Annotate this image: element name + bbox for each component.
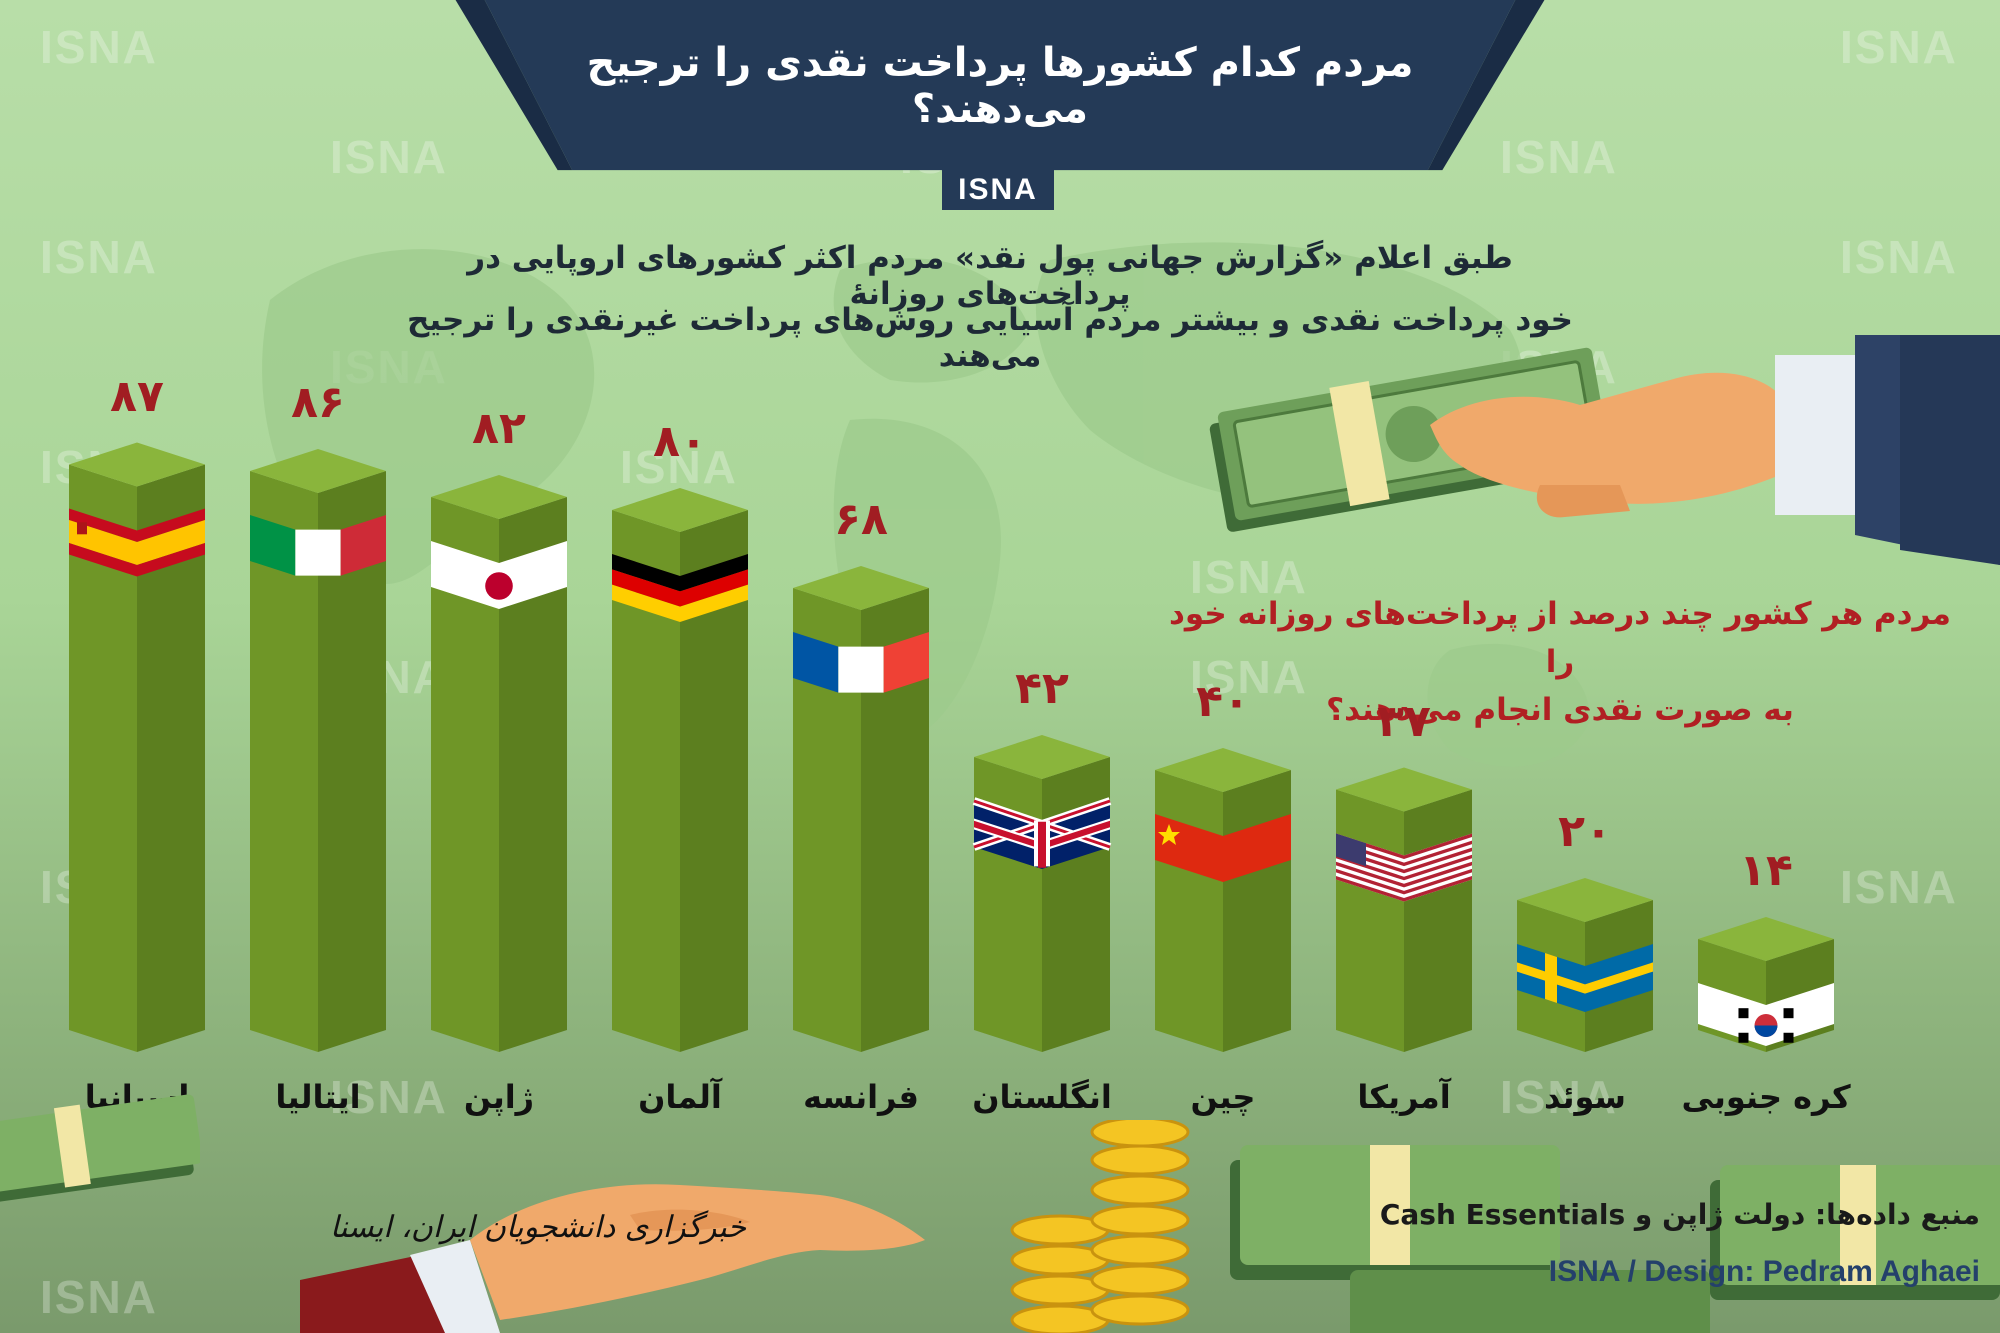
bar-9 — [1517, 878, 1653, 1052]
value-label: ۱۴ — [1739, 845, 1793, 896]
bar-top — [431, 475, 567, 519]
uk-flag — [972, 797, 1112, 869]
category-label: کره جنوبی — [1681, 1078, 1851, 1116]
isna-watermark: ISNA — [40, 21, 158, 73]
bar-side — [1223, 770, 1291, 1052]
bar-front — [612, 510, 680, 1052]
value-label: ۲۰ — [1558, 806, 1612, 857]
isna-watermark: ISNA — [1840, 231, 1958, 283]
bar-10 — [1698, 917, 1834, 1052]
agency-signature: خبرگزاری دانشجویان ایران، ایسنا — [330, 1210, 747, 1245]
isna-watermark: ISNA — [1500, 131, 1618, 183]
bar-top — [612, 488, 748, 532]
bar-2 — [250, 449, 386, 1052]
value-label: ۸۰ — [653, 416, 707, 467]
isna-watermark: ISNA — [1500, 1071, 1618, 1123]
value-label: ۴۰ — [1196, 676, 1250, 727]
sweden-flag — [1517, 944, 1653, 1012]
france-flag — [793, 632, 929, 693]
usa-flag — [1336, 833, 1472, 902]
isna-logo: ISNA — [942, 170, 1054, 210]
bar-front — [1336, 789, 1404, 1052]
design-credit: ISNA / Design: Pedram Aghaei — [1548, 1255, 1980, 1288]
category-label: آمریکا — [1357, 1078, 1451, 1116]
bar-top — [1336, 767, 1472, 812]
bar-side — [1404, 789, 1472, 1052]
bar-6 — [972, 735, 1112, 1052]
category-label: فرانسه — [803, 1078, 919, 1116]
value-label: ۳۷ — [1377, 695, 1431, 747]
bar-top — [69, 442, 205, 487]
question-line-2: به صورت نقدی انجام می‌دهند؟ — [1326, 692, 1794, 728]
bar-top — [793, 566, 929, 610]
value-label: ۸۶ — [291, 377, 345, 428]
isna-watermark: ISNA — [40, 1271, 158, 1323]
data-source: منبع داده‌ها: دولت ژاپن و Cash Essential… — [1379, 1198, 1980, 1231]
bar-side — [137, 464, 205, 1052]
bar-side — [499, 497, 567, 1052]
money-stacks-right — [1230, 1145, 2000, 1333]
category-label: آلمان — [638, 1078, 722, 1116]
italy-flag — [250, 515, 386, 576]
intro-line-1: طبق اعلام «گزارش جهانی پول نقد» مردم اکث… — [467, 240, 1513, 312]
bar-front — [793, 588, 861, 1052]
page-title: مردم کدام کشورها پرداخت نقدی را ترجیح می… — [586, 40, 1414, 132]
japan-flag — [431, 541, 567, 609]
isna-watermark: ISNA — [1190, 651, 1308, 703]
question-line-1: مردم هر کشور چند درصد از پرداخت‌های روزا… — [1169, 596, 1951, 680]
bar-side — [861, 588, 929, 1052]
money-stack-left — [0, 1094, 200, 1206]
isna-watermark: ISNA — [1840, 861, 1958, 913]
intro-line-2: خود پرداخت نقدی و بیشتر مردم آسیایی روش‌… — [406, 302, 1574, 374]
china-flag — [1155, 814, 1291, 882]
south-korea-flag — [1698, 983, 1834, 1046]
bar-front — [431, 497, 499, 1052]
isna-watermark: ISNA — [1190, 551, 1308, 603]
bar-front — [69, 464, 137, 1052]
title-banner — [455, 0, 1545, 171]
value-label: ۴۲ — [1015, 663, 1069, 714]
bar-front — [1155, 770, 1223, 1052]
gold-coins-illustration — [1010, 1120, 1190, 1333]
value-label: ۶۸ — [834, 494, 888, 545]
value-label: ۸۷ — [110, 370, 164, 422]
bar-1 — [69, 442, 205, 1052]
value-label: ۸۲ — [472, 403, 526, 454]
isna-watermark: ISNA — [330, 1071, 448, 1123]
hand-giving-money-illustration — [1209, 335, 2000, 565]
question-text: مردم هر کشور چند درصد از پرداخت‌های روزا… — [1160, 590, 1960, 734]
spain-flag — [69, 508, 205, 577]
bar-side — [680, 510, 748, 1052]
isna-watermark: ISNA — [330, 131, 448, 183]
category-label: ایتالیا — [275, 1078, 361, 1116]
bar-7 — [1155, 748, 1291, 1052]
bar-front — [250, 471, 318, 1052]
bar-3 — [431, 475, 567, 1052]
bar-side — [318, 471, 386, 1052]
category-label: انگلستان — [972, 1078, 1112, 1116]
bar-top — [974, 735, 1110, 779]
bar-5 — [793, 566, 929, 1052]
bar-8 — [1336, 767, 1472, 1052]
bar-top — [1517, 878, 1653, 922]
open-hand-illustration — [300, 1184, 925, 1333]
category-label: ژاپن — [463, 1078, 535, 1116]
bar-4 — [612, 488, 748, 1052]
isna-watermark: ISNA — [1840, 21, 1958, 73]
bar-top — [1155, 748, 1291, 792]
bar-top — [250, 449, 386, 493]
germany-flag — [612, 554, 748, 622]
isna-watermark: ISNA — [40, 231, 158, 283]
bar-top — [1698, 917, 1834, 961]
category-label: سوئد — [1543, 1078, 1627, 1116]
category-label: چین — [1190, 1078, 1256, 1116]
isna-watermark: ISNA — [620, 441, 738, 493]
